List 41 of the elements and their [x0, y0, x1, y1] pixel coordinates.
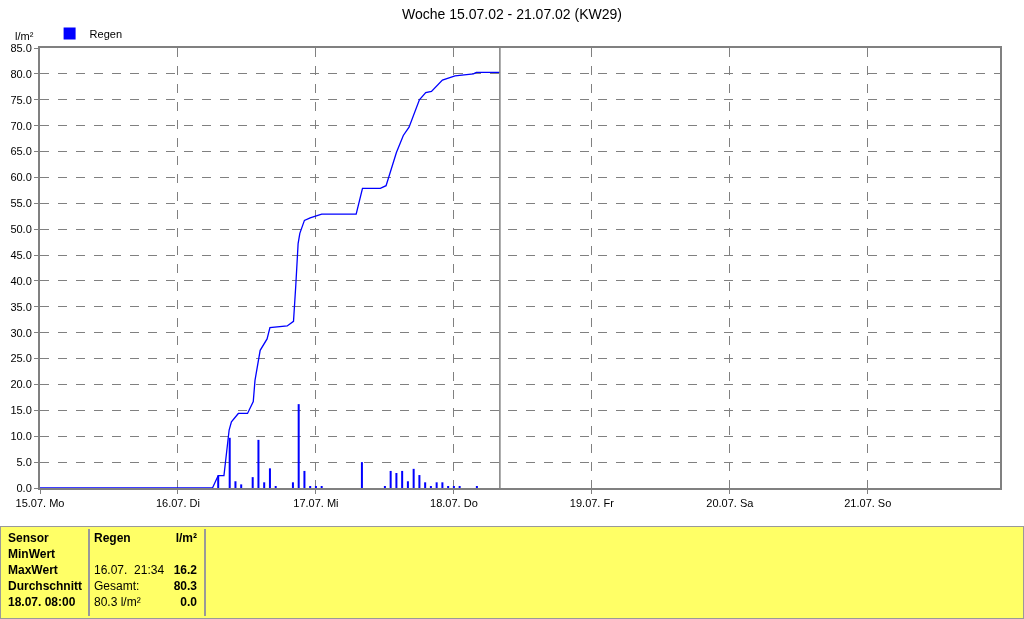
text: Regen: [94, 531, 131, 545]
y-tick-label: 75.0: [10, 93, 32, 106]
y-tick-label: 80.0: [10, 67, 32, 80]
y-tick-label: 45.0: [10, 248, 32, 261]
text: 80.3 l/m²: [94, 595, 141, 609]
chart-title: Woche 15.07.02 - 21.07.02 (KW29): [402, 6, 622, 23]
y-tick-label: 40.0: [10, 274, 32, 287]
text: 0.0: [180, 595, 197, 609]
text: MaxWert: [8, 563, 58, 577]
y-tick-label: 35.0: [10, 300, 32, 313]
text: 16.07. 21:34: [94, 563, 165, 577]
y-axis-title: l/m²: [15, 30, 34, 42]
y-tick-label: 0.0: [16, 481, 32, 494]
y-tick-label: 20.0: [10, 378, 32, 391]
text: 18.07. 08:00: [8, 595, 76, 609]
text: l/m²: [175, 531, 197, 545]
text: 80.3: [173, 579, 197, 593]
y-tick-label: 85.0: [10, 41, 32, 54]
y-tick-label: 10.0: [10, 430, 32, 443]
text: Durchschnitt: [8, 579, 83, 593]
y-tick-label: 55.0: [10, 197, 32, 210]
y-tick-label: 65.0: [10, 145, 32, 158]
x-tick-label: 17.07. Mi: [293, 497, 339, 510]
x-tick-label: 19.07. Fr: [569, 497, 615, 510]
x-tick-label: 18.07. Do: [430, 497, 478, 510]
y-tick-label: 50.0: [10, 223, 32, 236]
x-tick-label: 20.07. Sa: [706, 497, 755, 510]
x-tick-label: 21.07. So: [844, 497, 892, 510]
y-tick-label: 15.0: [10, 404, 32, 417]
text: MinWert: [8, 547, 56, 561]
y-tick-label: 5.0: [16, 455, 32, 468]
text: Sensor: [8, 531, 49, 545]
text: 16.2: [173, 563, 197, 577]
y-tick-label: 70.0: [10, 119, 32, 132]
x-tick-label: 15.07. Mo: [15, 497, 65, 510]
y-tick-label: 25.0: [10, 352, 32, 365]
legend-label: Regen: [89, 27, 123, 40]
y-tick-label: 30.0: [10, 326, 32, 339]
x-tick-label: 16.07. Di: [155, 497, 200, 510]
y-tick-label: 60.0: [10, 171, 32, 184]
text: Gesamt:: [94, 579, 140, 593]
